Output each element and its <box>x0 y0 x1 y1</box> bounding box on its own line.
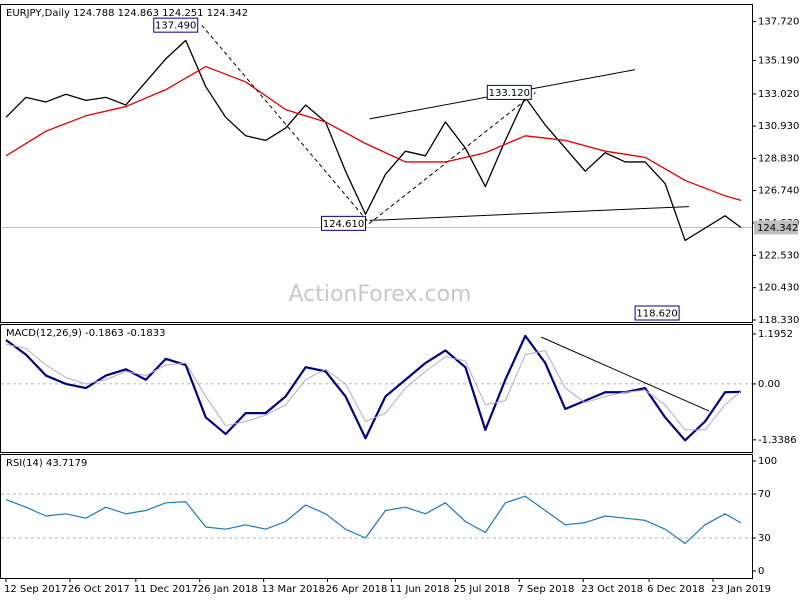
y-tick-label: 0 <box>758 566 764 577</box>
annotation-label: 133.120 <box>489 88 530 99</box>
series-line <box>5 495 742 545</box>
annotation-box <box>486 84 532 100</box>
x-tick-label: 11 Jun 2018 <box>389 584 449 595</box>
trendline <box>541 336 710 412</box>
y-tick-label: 70 <box>758 489 771 500</box>
y-tick-label: 118.330 <box>758 315 799 326</box>
y-tick-label: -1.3386 <box>758 435 797 446</box>
price-panel <box>0 4 753 323</box>
x-tick-label: 23 Jan 2019 <box>711 584 771 595</box>
series-line <box>5 39 742 242</box>
y-tick-label: 1.1952 <box>758 329 793 340</box>
panel-title: RSI(14) 43.7179 <box>6 458 87 469</box>
watermark: ActionForex.com <box>289 282 472 307</box>
last-price-box <box>754 220 798 235</box>
x-tick-label: 26 Oct 2017 <box>68 584 130 595</box>
panel-title: MACD(12,26,9) -0.1863 -0.1833 <box>6 328 166 339</box>
y-tick-label: 100 <box>758 456 777 467</box>
y-tick-label: 126.740 <box>758 186 799 197</box>
x-tick-label: 26 Apr 2018 <box>326 584 388 595</box>
annotation-label: 137.490 <box>155 21 196 32</box>
x-tick-label: 6 Dec 2018 <box>647 584 705 595</box>
annotation-label: 118.620 <box>636 309 677 320</box>
rsi-panel <box>0 454 753 579</box>
trendline <box>369 206 690 221</box>
x-tick-label: 23 Oct 2018 <box>581 584 643 595</box>
y-tick-label: 128.830 <box>758 153 799 164</box>
x-tick-label: 26 Jan 2018 <box>198 584 258 595</box>
x-tick-label: 11 Dec 2017 <box>134 584 198 595</box>
y-tick-label: 0.00 <box>758 379 780 390</box>
macd-panel <box>0 324 753 453</box>
x-tick-label: 7 Sep 2018 <box>517 584 574 595</box>
annotation-label: 124.610 <box>323 219 364 230</box>
y-tick-label: 137.720 <box>758 17 799 28</box>
x-tick-label: 13 Mar 2018 <box>262 584 325 595</box>
x-tick-label: 12 Sep 2017 <box>4 584 67 595</box>
panel-title: EURJPY,Daily 124.788 124.863 124.251 124… <box>6 8 248 19</box>
x-tick-label: 25 Jul 2018 <box>453 584 510 595</box>
trendline <box>201 24 536 225</box>
annotation-box <box>634 305 680 321</box>
series-line <box>5 65 742 202</box>
y-tick-label: 130.930 <box>758 121 799 132</box>
y-tick-label: 120.430 <box>758 283 799 294</box>
y-tick-label: 30 <box>758 533 771 544</box>
annotation-box <box>153 17 199 33</box>
y-tick-label: 135.190 <box>758 56 799 67</box>
series-line <box>5 343 742 431</box>
y-tick-label: 122.530 <box>758 250 799 261</box>
last-price-label: 124.342 <box>757 223 798 234</box>
y-tick-label: 133.020 <box>758 89 799 100</box>
annotation-box <box>321 215 367 231</box>
